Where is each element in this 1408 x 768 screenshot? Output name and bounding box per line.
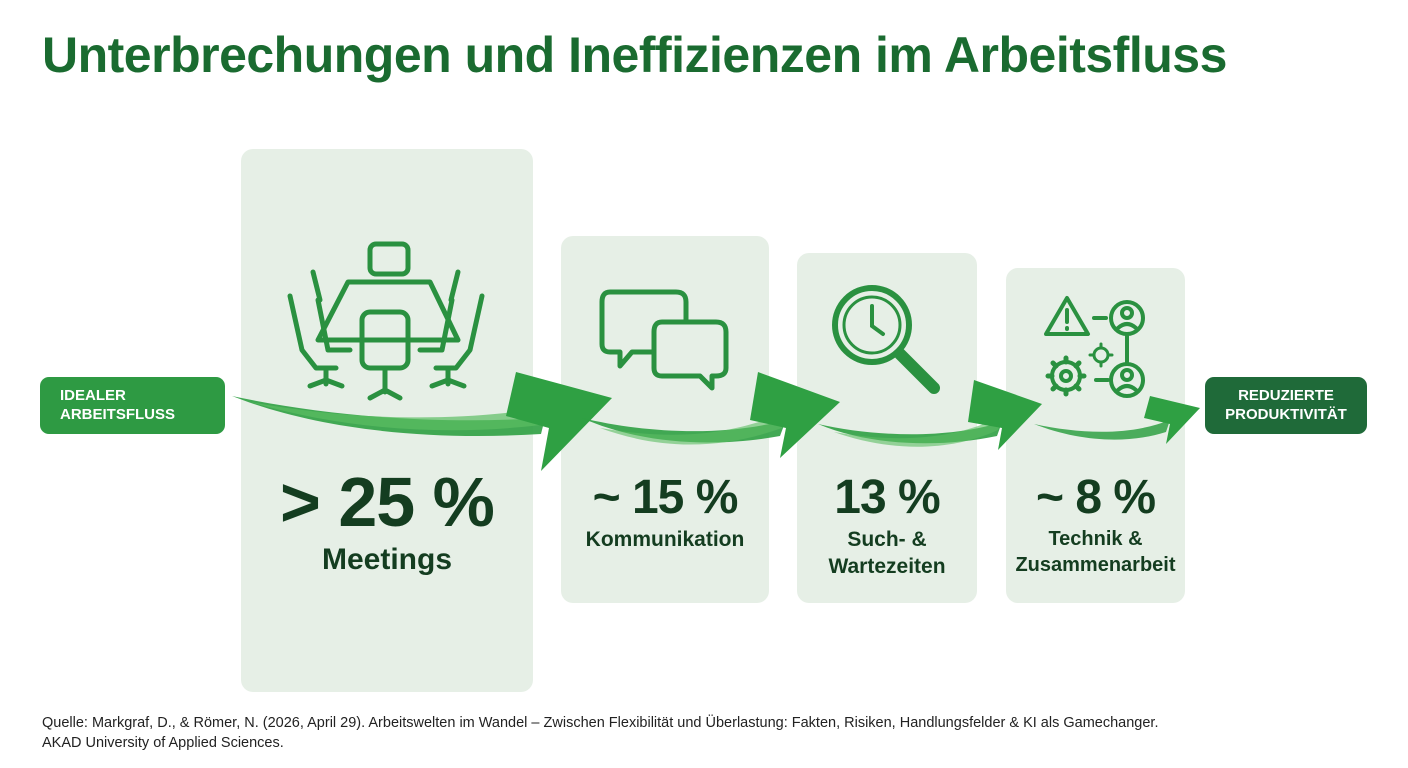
flow-arrow-1 [232,372,612,471]
start-label-ideal-flow: IDEALER ARBEITSFLUSS [40,377,225,434]
stage-percentage: ~ 15 % [592,471,739,524]
stage-label-line-1: Such- & [847,528,927,551]
stage-label-line-1: Technik & [1048,528,1143,550]
flow-arrows [232,372,1200,471]
stage-percentage: 13 % [834,471,940,524]
flow-arrow-3 [818,380,1042,450]
stage-stat-such-wartezeiten: 13 % Such- & Wartezeiten [797,470,977,579]
stage-label: Meetings [321,543,453,576]
end-label-line-2: PRODUKTIVITÄT [1225,406,1347,423]
end-label-line-1: REDUZIERTE [1238,387,1334,404]
stage-label-line-2: Zusammenarbeit [1015,554,1176,576]
flow-arrow-2 [582,372,840,458]
start-label-line-2: ARBEITSFLUSS [60,406,176,423]
source-line-1: Quelle: Markgraf, D., & Römer, N. (2026,… [42,715,1159,731]
stage-percentage: > 25 % [280,463,495,541]
chat-bubbles-icon [599,289,729,391]
source-line-2: AKAD University of Applied Sciences. [42,735,284,751]
stage-percentage: ~ 8 % [1035,471,1156,524]
start-label-line-1: IDEALER [60,387,126,404]
stage-card-kommunikation [561,236,769,603]
source-citation: Quelle: Markgraf, D., & Römer, N. (2026,… [42,713,1382,753]
stage-stat-kommunikation: ~ 15 % Kommunikation [561,470,769,552]
stage-stat-meetings: > 25 % Meetings [241,462,533,578]
end-label-reduced-productivity: REDUZIERTE PRODUKTIVITÄT [1205,377,1367,434]
stage-label-line-2: Wartezeiten [828,555,946,579]
tech-collaboration-icon [1044,296,1145,398]
stage-card-such-wartezeiten [797,253,977,603]
conference-table-icon [287,241,485,401]
search-clock-icon [832,285,940,394]
stage-label: Kommunikation [585,528,745,551]
page-title: Unterbrechungen und Ineffizienzen im Arb… [42,27,1227,83]
stage-stat-technik-zusammenarbeit: ~ 8 % Technik & Zusammenarbeit [1006,470,1185,577]
flow-arrow-4 [1034,396,1200,444]
